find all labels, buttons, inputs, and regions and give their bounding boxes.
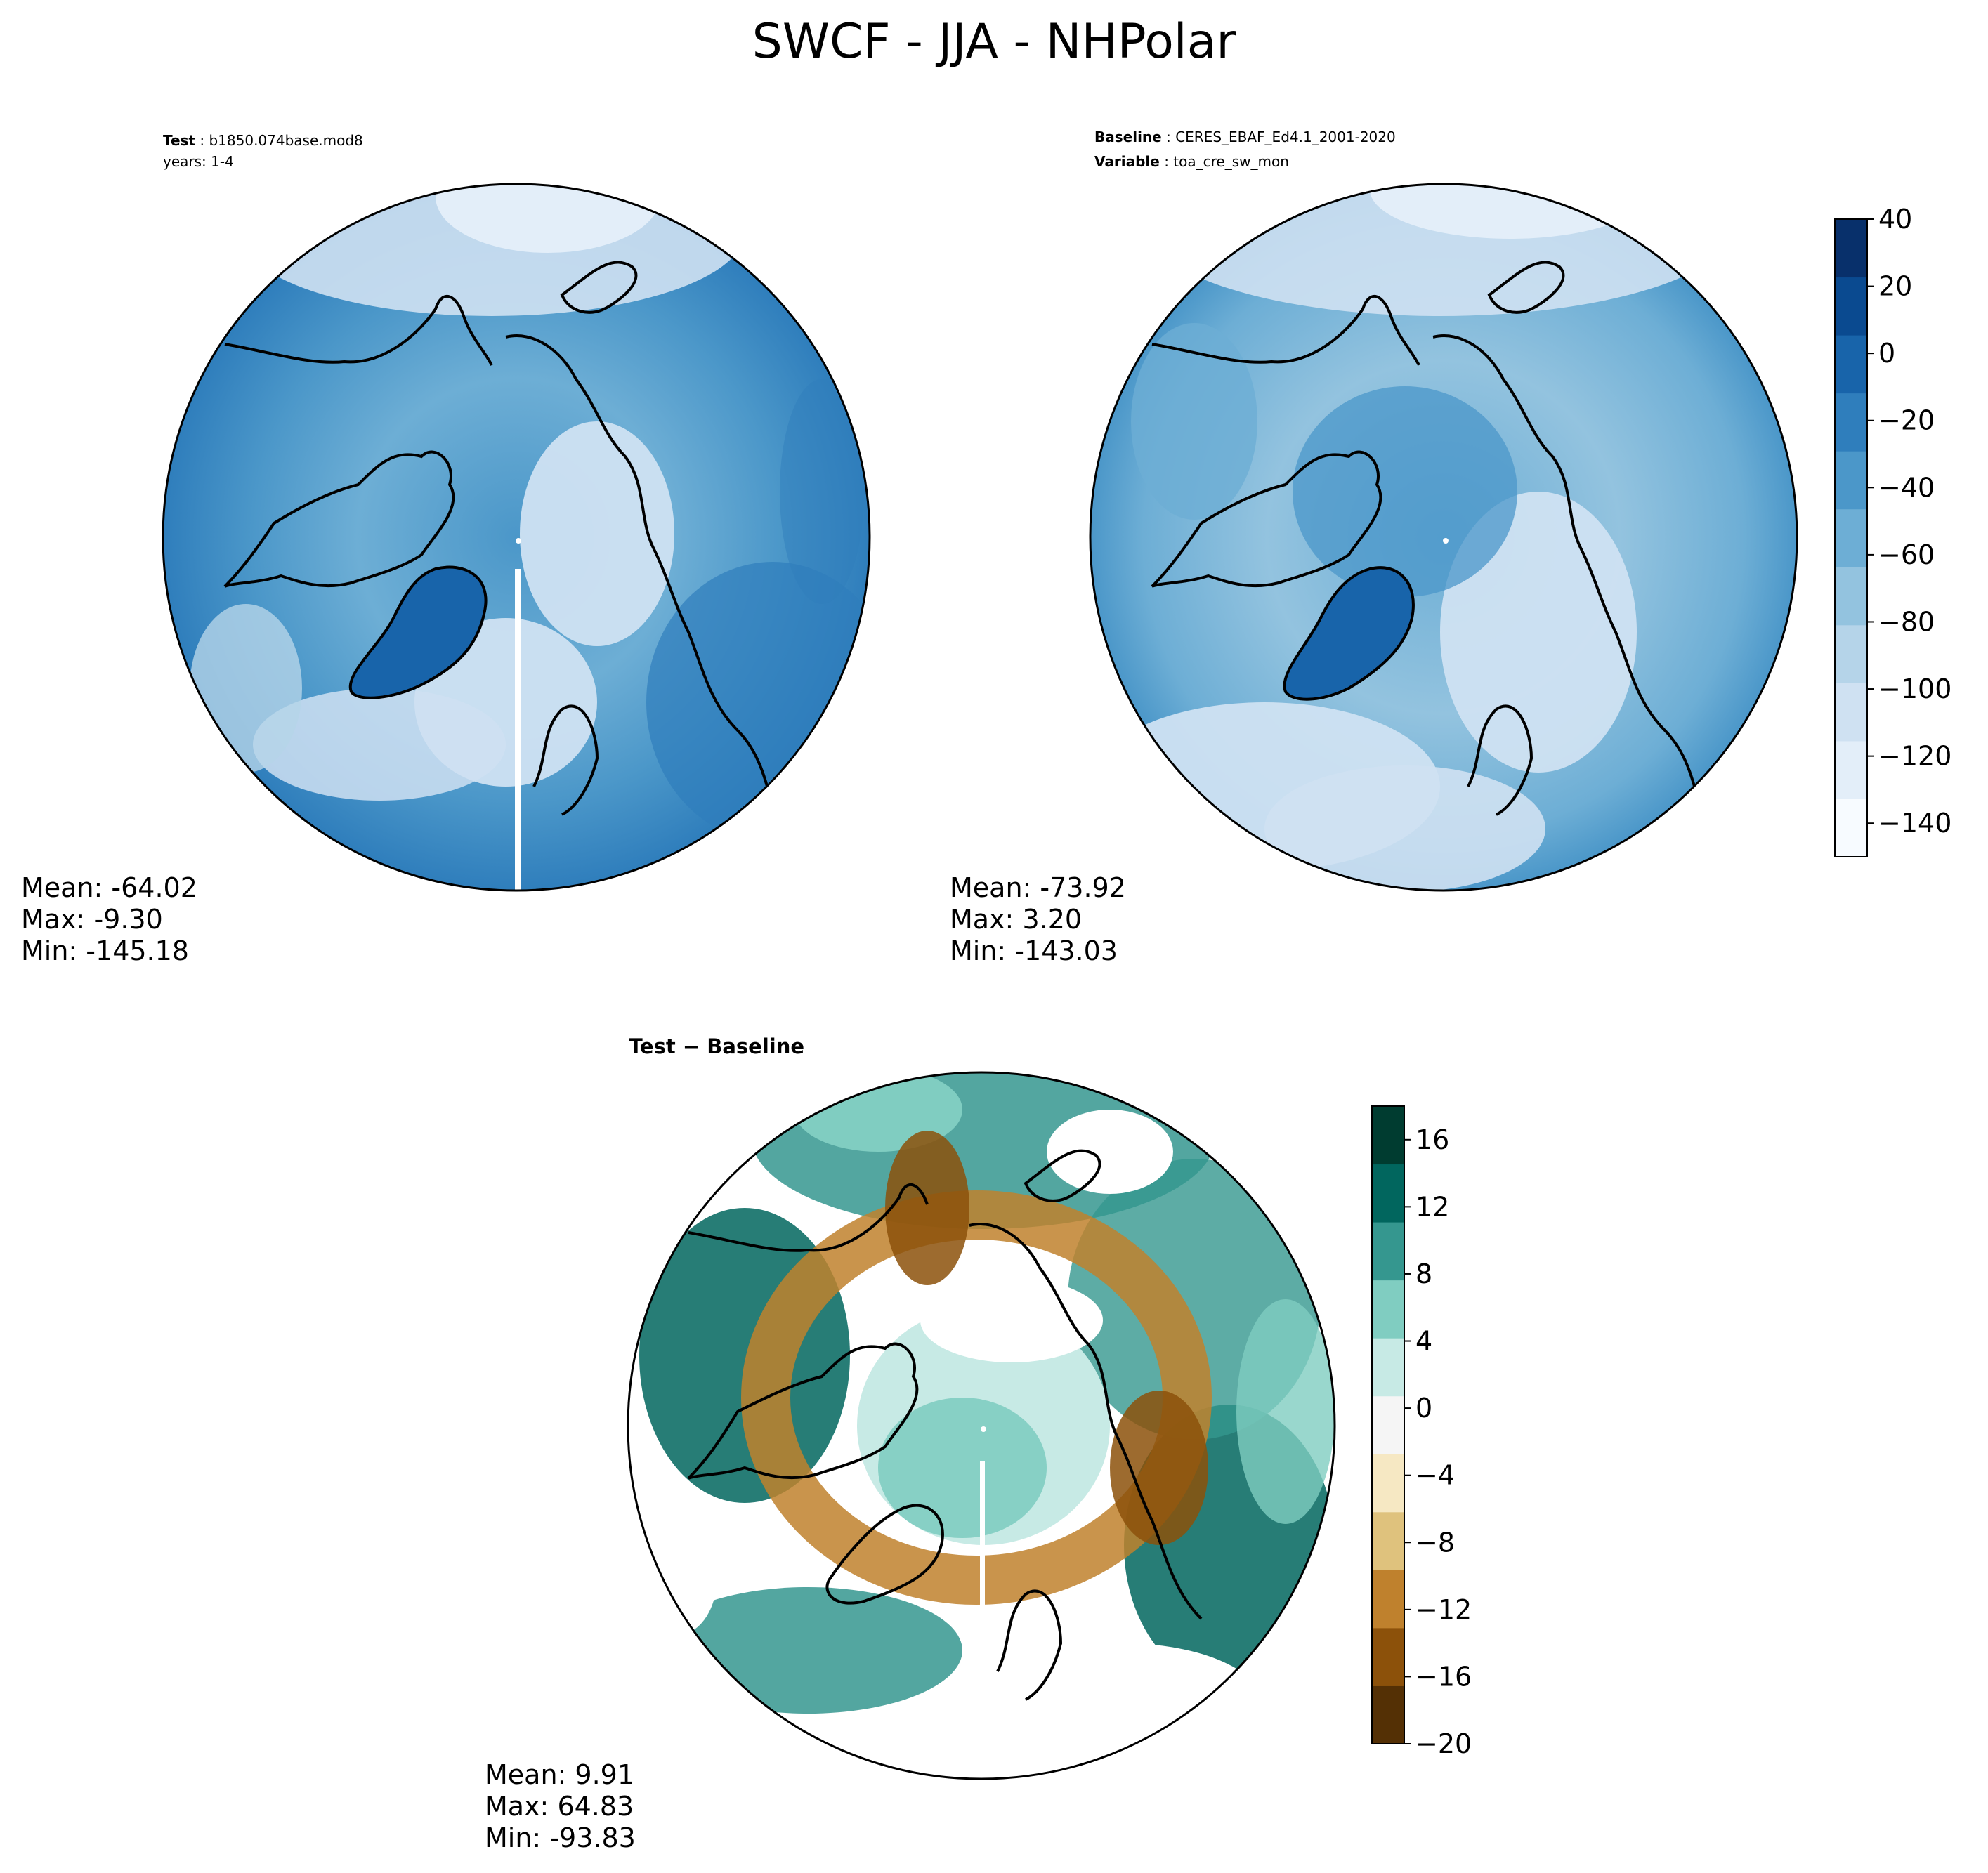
- baseline-stat-max: Max: 3.20: [950, 904, 1082, 935]
- diverging-colorbar-swatch: [1372, 1222, 1404, 1281]
- blues-colorbar-tick-label: −80: [1878, 606, 1935, 637]
- diverging-colorbar-tick-label: 8: [1415, 1258, 1432, 1289]
- blues-colorbar-tick-label: −40: [1878, 472, 1935, 503]
- diverging-colorbar-tick-label: 12: [1415, 1191, 1449, 1222]
- blues-colorbar-tick-label: −60: [1878, 539, 1935, 570]
- baseline-stat-mean: Mean: -73.92: [950, 872, 1126, 903]
- diverging-colorbar-swatch: [1372, 1454, 1404, 1513]
- blues-colorbar-tick-label: 20: [1878, 271, 1912, 302]
- blues-colorbar-tick-label: 0: [1878, 338, 1895, 369]
- baseline-panel: Baseline : CERES_EBAF_Ed4.1_2001-2020 Va…: [950, 129, 1798, 966]
- diverging-colorbar-swatch: [1372, 1627, 1404, 1686]
- colorbar-blues: 40 20 0 −20 −40 −60 −80 −100 −120 −140: [1834, 204, 1951, 857]
- baseline-variable-value: toa_cre_sw_mon: [1173, 153, 1289, 170]
- test-header-line2: years: 1-4: [163, 153, 234, 170]
- diverging-colorbar-frame: [1371, 1105, 1405, 1744]
- diverging-colorbar-swatch: [1372, 1511, 1404, 1570]
- colorbar-diverging: 16 12 8 4 0 −4 −8 −12 −16 −20: [1371, 1105, 1472, 1759]
- diff-stat-min: Min: -93.83: [485, 1822, 636, 1853]
- diverging-colorbar-tick-label: −16: [1415, 1661, 1472, 1692]
- test-header-sep: :: [195, 132, 209, 149]
- baseline-header-sep: :: [1162, 129, 1175, 145]
- diff-map-border: [627, 1071, 1336, 1780]
- blues-colorbar-swatch: [1835, 740, 1867, 799]
- diff-stat-max: Max: 64.83: [485, 1791, 634, 1822]
- test-stat-max: Max: -9.30: [21, 904, 163, 935]
- diverging-colorbar-tick-label: −4: [1415, 1460, 1455, 1491]
- baseline-stat-min: Min: -143.03: [950, 935, 1118, 966]
- test-map-border: [162, 183, 871, 892]
- baseline-header-line2: Variable : toa_cre_sw_mon: [1094, 153, 1289, 170]
- baseline-variable-key: Variable: [1094, 153, 1160, 170]
- blues-colorbar-tick-label: 40: [1878, 204, 1912, 235]
- blues-colorbar-swatch: [1835, 277, 1867, 336]
- baseline-header-value: CERES_EBAF_Ed4.1_2001-2020: [1175, 129, 1396, 145]
- blues-colorbar-swatch: [1835, 567, 1867, 626]
- diverging-colorbar-swatch: [1372, 1106, 1404, 1165]
- blues-colorbar-frame: [1834, 218, 1868, 857]
- blues-colorbar-swatch: [1835, 335, 1867, 394]
- blues-colorbar-swatch: [1835, 219, 1867, 278]
- diff-panel: Test − Baseline: [485, 1034, 1336, 1853]
- test-stat-mean: Mean: -64.02: [21, 872, 197, 903]
- blues-colorbar-swatch: [1835, 624, 1867, 683]
- diverging-colorbar-tick-label: 16: [1415, 1124, 1449, 1155]
- blues-colorbar-swatch: [1835, 393, 1867, 452]
- diverging-colorbar-swatch: [1372, 1280, 1404, 1339]
- test-header-line1: Test : b1850.074base.mod8: [163, 132, 363, 149]
- diff-header: Test − Baseline: [629, 1034, 804, 1058]
- diverging-colorbar-tick-label: 4: [1415, 1326, 1432, 1357]
- baseline-map-border: [1089, 183, 1798, 892]
- test-stat-min: Min: -145.18: [21, 935, 189, 966]
- diverging-colorbar-swatch: [1372, 1338, 1404, 1397]
- diverging-colorbar-tick-label: 0: [1415, 1393, 1432, 1424]
- blues-colorbar-swatch: [1835, 683, 1867, 742]
- diverging-colorbar-swatch: [1372, 1164, 1404, 1223]
- diverging-colorbar-swatch: [1372, 1395, 1404, 1454]
- diverging-colorbar-tick-label: −8: [1415, 1527, 1455, 1558]
- baseline-map: [1090, 184, 1797, 891]
- diff-stat-mean: Mean: 9.91: [485, 1759, 634, 1790]
- blues-colorbar-tick-label: −140: [1878, 808, 1951, 839]
- baseline-header-key: Baseline: [1094, 129, 1162, 145]
- figure-title: SWCF - JJA - NHPolar: [752, 14, 1236, 70]
- diverging-colorbar-swatch: [1372, 1570, 1404, 1629]
- test-header-value: b1850.074base.mod8: [209, 132, 362, 149]
- baseline-variable-sep: :: [1160, 153, 1173, 170]
- test-map: [163, 184, 870, 891]
- test-panel: Test : b1850.074base.mod8 years: 1-4: [21, 132, 871, 966]
- blues-colorbar-swatch: [1835, 508, 1867, 567]
- diverging-colorbar-swatch: [1372, 1685, 1404, 1744]
- baseline-header-line1: Baseline : CERES_EBAF_Ed4.1_2001-2020: [1094, 129, 1396, 145]
- test-header-key: Test: [163, 132, 195, 149]
- blues-colorbar-tick-label: −20: [1878, 405, 1935, 436]
- diverging-colorbar-tick-label: −12: [1415, 1594, 1472, 1625]
- blues-colorbar-tick-label: −100: [1878, 673, 1951, 704]
- diverging-colorbar-tick-label: −20: [1415, 1728, 1472, 1759]
- blues-colorbar-tick-label: −120: [1878, 741, 1951, 772]
- blues-colorbar-swatch: [1835, 799, 1867, 857]
- diff-map: [628, 1072, 1335, 1779]
- blues-colorbar-swatch: [1835, 451, 1867, 510]
